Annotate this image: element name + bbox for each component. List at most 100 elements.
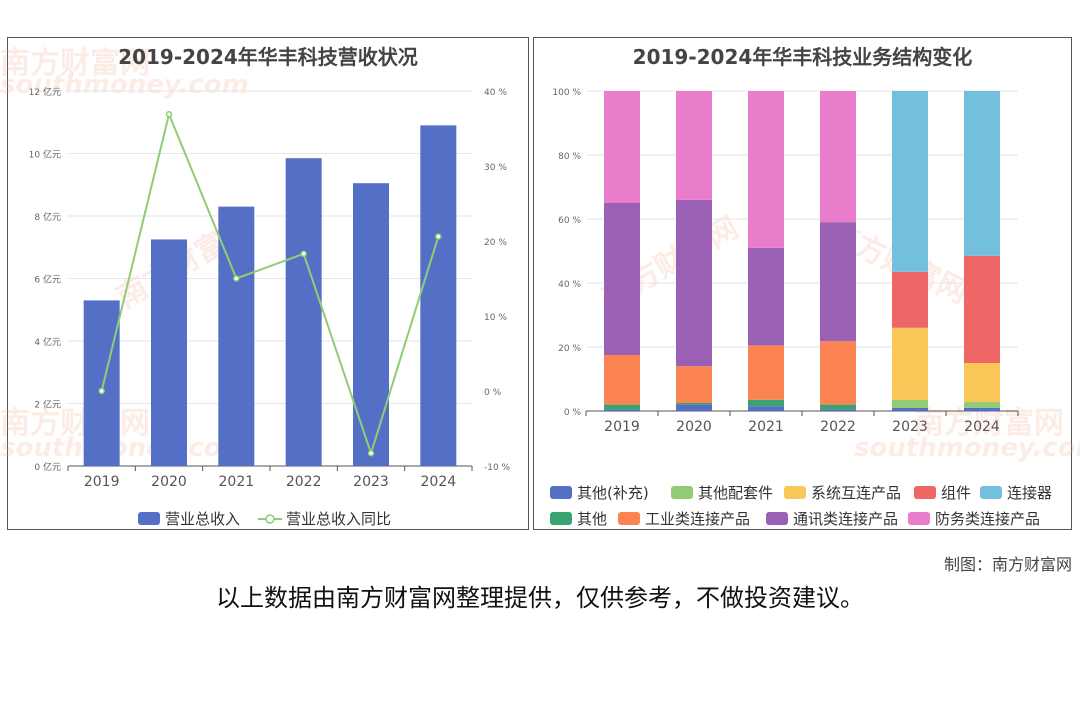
bar bbox=[353, 183, 389, 466]
stacked-bar-segment bbox=[604, 203, 640, 355]
legend-item[interactable]: 系统互连产品 bbox=[784, 482, 901, 503]
stacked-bar-segment bbox=[676, 199, 712, 367]
legend-swatch bbox=[671, 486, 693, 499]
legend-swatch bbox=[784, 486, 806, 499]
revenue-chart-svg: 0 亿元 2 亿元 4 亿元 6 亿元 8 亿元 10 亿元 12 亿元 -10 % 0 % 10… bbox=[29, 86, 511, 490]
stacked-bar-segment bbox=[748, 91, 784, 248]
x-tick-label: 2020 bbox=[151, 474, 187, 490]
legend-swatch bbox=[908, 512, 930, 525]
stacked-bar-segment bbox=[892, 407, 928, 411]
legend-label: 营业总收入同比 bbox=[286, 510, 392, 528]
legend-item[interactable]: 防务类连接产品 bbox=[908, 508, 1040, 529]
stacked-bar-segment bbox=[964, 363, 1000, 403]
y-tick-label: 8 亿元 bbox=[34, 211, 61, 223]
stacked-bar-segment bbox=[604, 355, 640, 405]
legend-label: 营业总收入 bbox=[165, 510, 241, 528]
legend-label: 防务类连接产品 bbox=[935, 510, 1041, 528]
line-point bbox=[435, 233, 442, 240]
stacked-bar-segment bbox=[820, 341, 856, 405]
y-tick-label: 0 % bbox=[564, 408, 582, 418]
y2-tick-label: -10 % bbox=[484, 463, 511, 473]
stacked-bar-segment bbox=[964, 255, 1000, 363]
chart-title: 2019-2024年华丰科技营收状况 bbox=[118, 45, 418, 69]
stacked-bar-segment bbox=[820, 222, 856, 342]
bar bbox=[151, 239, 187, 466]
x-tick-label: 2023 bbox=[353, 474, 389, 490]
stacked-bar-segment bbox=[748, 345, 784, 400]
stacked-bar-segment bbox=[676, 366, 712, 403]
legend-item[interactable]: 通讯类连接产品 bbox=[766, 508, 898, 529]
legend-item[interactable]: 其他配套件 bbox=[671, 482, 773, 503]
revenue-chart-panel: 南方财富网 southmoney.com 南方财富网 南方财富网 southmo… bbox=[0, 37, 529, 530]
x-tick-label: 2021 bbox=[748, 419, 784, 435]
legend-swatch bbox=[618, 512, 640, 525]
x-tick-label: 2019 bbox=[604, 419, 640, 435]
chart-title: 2019-2024年华丰科技业务结构变化 bbox=[632, 45, 973, 69]
y2-tick-label: 30 % bbox=[484, 163, 507, 173]
bar bbox=[285, 158, 322, 466]
stacked-bar-segment bbox=[964, 402, 1000, 408]
stacked-bar-segment bbox=[820, 404, 856, 410]
x-tick-label: 2023 bbox=[892, 419, 928, 435]
x-tick-label: 2022 bbox=[286, 474, 322, 490]
legend-label: 工业类连接产品 bbox=[645, 510, 751, 528]
line-point bbox=[233, 275, 240, 282]
legend-item[interactable]: 其他(补充) bbox=[550, 482, 649, 503]
stacked-bar-segment bbox=[892, 327, 928, 400]
x-tick-label: 2024 bbox=[421, 474, 457, 490]
y2-tick-label: 0 % bbox=[484, 388, 502, 398]
stacked-bar-segment bbox=[748, 399, 784, 407]
stacked-bar-segment bbox=[676, 403, 712, 405]
y2-tick-label: 40 % bbox=[484, 88, 507, 98]
legend-swatch bbox=[766, 512, 788, 525]
stacked-bar-segment bbox=[820, 409, 856, 411]
y-tick-label: 4 亿元 bbox=[34, 336, 61, 348]
y-tick-label: 6 亿元 bbox=[34, 274, 61, 286]
stacked-bar-segment bbox=[604, 404, 640, 410]
y-tick-label: 10 亿元 bbox=[29, 149, 61, 161]
legend-swatch bbox=[914, 486, 936, 499]
legend-swatch bbox=[550, 486, 572, 499]
line-point bbox=[165, 111, 173, 118]
y-tick-label: 40 % bbox=[558, 280, 581, 290]
stacked-bar-segment bbox=[748, 247, 784, 346]
legend-label: 其他 bbox=[577, 510, 608, 528]
legend-label: 其他(补充) bbox=[577, 484, 649, 502]
stacked-bar-segment bbox=[604, 91, 640, 203]
x-tick-label: 2024 bbox=[964, 419, 1000, 435]
legend-swatch bbox=[980, 486, 1002, 499]
chart-legend: 其他(补充) 其他配套件 系统互连产品 组件 连接器其他 工业类连接产品 通讯类连接产品 防务… bbox=[534, 482, 1071, 528]
y-tick-label: 80 % bbox=[558, 152, 581, 162]
legend-item[interactable]: 连接器 bbox=[980, 482, 1052, 503]
legend-item[interactable]: 组件 bbox=[914, 482, 971, 503]
x-tick-label: 2022 bbox=[820, 419, 856, 435]
stacked-bar-segment bbox=[820, 91, 856, 223]
legend-item[interactable]: 营业总收入同比 bbox=[258, 508, 391, 529]
stacked-bar-segment bbox=[964, 91, 1000, 256]
bar bbox=[420, 125, 457, 466]
stacked-bar-segment bbox=[892, 271, 928, 328]
legend-label: 连接器 bbox=[1007, 484, 1053, 502]
chart-credit: 制图：南方财富网 bbox=[943, 555, 1072, 574]
bar bbox=[83, 300, 120, 466]
stacked-bar-segment bbox=[892, 91, 928, 272]
y-tick-label: 20 % bbox=[558, 344, 581, 354]
stacked-bar-segment bbox=[748, 406, 784, 411]
structure-chart-svg: 0 % 20 % 40 % 60 % 80 % 100 % 2019 2020 2021 2022… bbox=[552, 88, 1019, 435]
y2-tick-label: 10 % bbox=[484, 313, 507, 323]
legend-label: 其他配套件 bbox=[698, 484, 774, 502]
y-tick-label: 2 亿元 bbox=[34, 399, 61, 411]
disclaimer-text: 以上数据由南方财富网整理提供，仅供参考，不做投资建议。 bbox=[216, 584, 864, 612]
stacked-bar-segment bbox=[892, 399, 928, 408]
line-point bbox=[300, 250, 307, 257]
stacked-bar-segment bbox=[676, 91, 712, 200]
legend-item[interactable]: 营业总收入 bbox=[138, 508, 240, 529]
stacked-bar-segment bbox=[964, 407, 1000, 411]
structure-chart-panel: 南方财富网 南方财富网 南方财富网 southmoney.com 0 %20 %… bbox=[533, 37, 1080, 530]
legend-item[interactable]: 其他 bbox=[550, 508, 607, 529]
legend-label: 通讯类连接产品 bbox=[793, 510, 899, 528]
chart-legend: 营业总收入 营业总收入同比 bbox=[8, 508, 528, 530]
legend-item[interactable]: 工业类连接产品 bbox=[618, 508, 750, 529]
line-point bbox=[367, 450, 375, 457]
y-tick-label: 12 亿元 bbox=[29, 86, 61, 98]
